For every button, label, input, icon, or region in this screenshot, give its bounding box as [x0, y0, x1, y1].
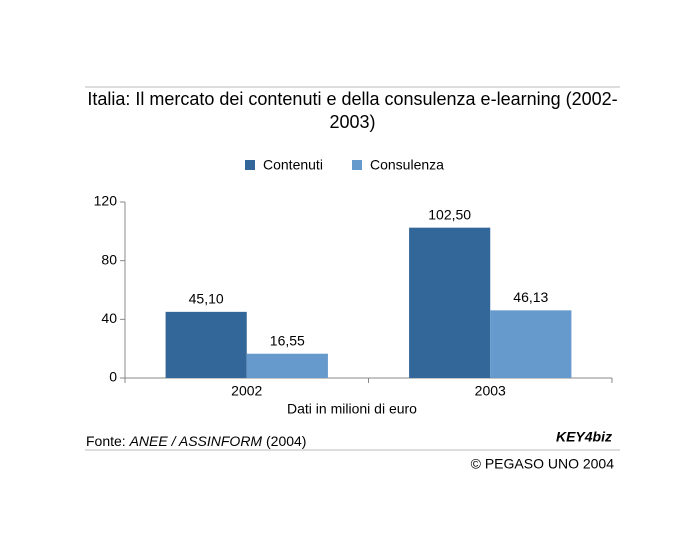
x-axis-label: Dati in milioni di euro — [287, 401, 417, 417]
source-prefix: Fonte: — [86, 433, 126, 449]
x-tick-label: 2003 — [475, 383, 506, 399]
source-year: (2004) — [266, 433, 306, 449]
y-tick-label: 80 — [101, 251, 117, 267]
copyright: © PEGASO UNO 2004 — [471, 456, 615, 472]
x-tick-label: 2002 — [231, 383, 262, 399]
bar — [490, 310, 572, 378]
y-tick-label: 40 — [101, 310, 117, 326]
value-label: 16,55 — [270, 332, 305, 348]
y-tick-label: 120 — [94, 193, 118, 209]
value-label: 46,13 — [513, 289, 548, 305]
y-tick-label: 0 — [109, 369, 117, 385]
source: Fonte: ANEE / ASSINFORM (2004) — [86, 433, 306, 449]
value-label: 45,10 — [189, 291, 224, 307]
legend-swatch — [245, 160, 255, 170]
logo: KEY4biz — [556, 429, 612, 445]
bar — [165, 311, 247, 378]
bar — [409, 227, 491, 378]
chart-title: Italia: Il mercato dei contenuti e della… — [87, 89, 618, 132]
legend-label: Contenuti — [263, 157, 323, 173]
legend-swatch — [352, 160, 362, 170]
value-label: 102,50 — [428, 206, 471, 222]
legend-label: Consulenza — [370, 157, 444, 173]
bar — [246, 353, 328, 378]
source-name: ANEE / ASSINFORM — [129, 433, 263, 449]
